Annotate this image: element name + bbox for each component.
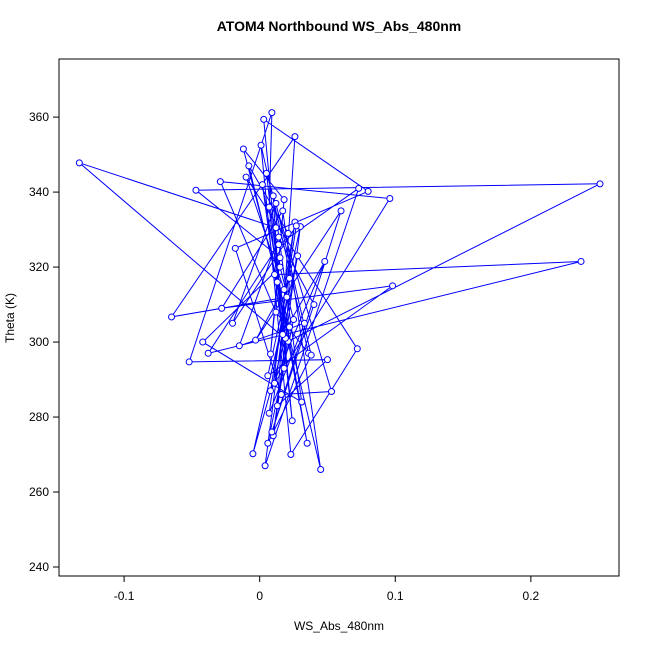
- point: [275, 241, 283, 249]
- point: [262, 169, 270, 177]
- plot-box: [58, 58, 620, 577]
- point: [261, 462, 269, 470]
- chart-title: ATOM4 Northbound WS_Abs_480nm: [217, 18, 462, 34]
- point: [218, 304, 226, 312]
- point: [298, 398, 306, 406]
- point: [271, 379, 279, 387]
- point: [279, 331, 287, 339]
- point: [260, 115, 268, 123]
- point: [290, 316, 298, 324]
- point: [239, 145, 247, 153]
- point: [577, 257, 585, 265]
- point: [294, 252, 302, 260]
- point: [276, 254, 284, 262]
- point: [353, 345, 361, 353]
- y-tick-label: 300: [29, 335, 49, 349]
- point: [257, 141, 265, 149]
- point: [192, 186, 200, 194]
- y-tick-label: 260: [29, 485, 49, 499]
- point: [242, 173, 250, 181]
- point: [275, 233, 283, 241]
- point: [271, 271, 279, 279]
- point: [235, 342, 243, 350]
- point: [272, 308, 280, 316]
- point: [229, 319, 237, 327]
- point: [280, 196, 288, 204]
- point: [288, 417, 296, 425]
- point: [291, 133, 299, 141]
- point: [280, 364, 288, 372]
- y-tick-label: 280: [29, 410, 49, 424]
- point: [268, 109, 276, 117]
- point: [317, 466, 325, 474]
- x-tick-label: 0: [256, 589, 263, 603]
- point: [273, 278, 281, 286]
- point: [323, 356, 331, 364]
- point: [310, 301, 318, 309]
- point: [328, 388, 336, 396]
- point: [284, 229, 292, 237]
- point: [264, 372, 272, 380]
- point: [307, 351, 315, 359]
- x-tick-label: 0.1: [387, 589, 404, 603]
- y-tick-label: 340: [29, 185, 49, 199]
- point: [268, 428, 276, 436]
- point: [337, 207, 345, 215]
- y-axis-label: Theta (K): [3, 293, 17, 343]
- point: [258, 181, 266, 189]
- point: [286, 274, 294, 282]
- point: [287, 451, 295, 459]
- point: [303, 439, 311, 447]
- point: [199, 338, 207, 346]
- x-tick-label: 0.2: [523, 589, 540, 603]
- point: [321, 257, 329, 265]
- point: [273, 402, 281, 410]
- point: [283, 293, 291, 301]
- point: [267, 387, 275, 395]
- point: [596, 180, 604, 188]
- point: [276, 263, 284, 271]
- point: [386, 194, 394, 202]
- point: [249, 450, 257, 458]
- point: [168, 313, 176, 321]
- y-tick-label: 320: [29, 260, 49, 274]
- point: [269, 192, 277, 200]
- point: [272, 224, 280, 232]
- point: [286, 323, 294, 331]
- point: [204, 349, 212, 357]
- point: [252, 336, 260, 344]
- series-line: [78, 112, 601, 470]
- point: [75, 159, 83, 167]
- point: [292, 222, 300, 230]
- x-axis-label: WS_Abs_480nm: [294, 619, 384, 633]
- point: [245, 162, 253, 170]
- point: [280, 286, 288, 294]
- point: [265, 409, 273, 417]
- y-tick-label: 240: [29, 560, 49, 574]
- point: [265, 203, 273, 211]
- point: [216, 178, 224, 186]
- y-tick-label: 360: [29, 110, 49, 124]
- point: [231, 244, 239, 252]
- point: [364, 187, 372, 195]
- point: [300, 319, 308, 327]
- point: [277, 391, 285, 399]
- point: [355, 184, 363, 192]
- point: [272, 199, 280, 207]
- point: [185, 358, 193, 366]
- point: [389, 282, 397, 290]
- point: [279, 207, 287, 215]
- point: [267, 350, 275, 358]
- point: [264, 439, 272, 447]
- x-tick-label: -0.1: [114, 589, 135, 603]
